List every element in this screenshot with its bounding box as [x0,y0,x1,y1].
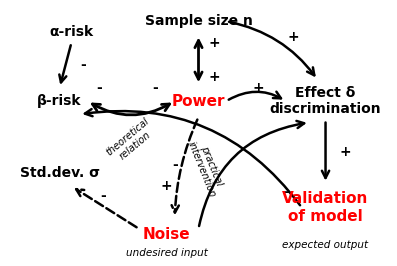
Text: -: - [100,189,106,202]
Text: +: + [208,70,220,84]
Text: theoretical
relation: theoretical relation [104,116,158,166]
Text: +: + [339,145,351,159]
Text: +: + [288,30,300,44]
Text: -: - [96,81,102,95]
Text: α-risk: α-risk [49,25,94,39]
Text: undesired input: undesired input [126,248,208,258]
Text: Validation
of model: Validation of model [282,191,369,224]
Text: Noise: Noise [143,227,191,242]
Text: Power: Power [172,94,225,109]
Text: +: + [252,81,264,95]
Text: Sample size n: Sample size n [145,14,252,28]
Text: +: + [208,36,220,49]
Text: +: + [161,179,173,193]
Text: expected output: expected output [283,240,368,250]
Text: Std.dev. σ: Std.dev. σ [19,166,100,180]
Text: -: - [172,158,177,172]
Text: β-risk: β-risk [37,94,82,108]
Text: Effect δ
discrimination: Effect δ discrimination [270,86,382,116]
Text: -: - [81,58,86,72]
Text: practical
intervention: practical intervention [185,136,227,199]
Text: -: - [283,185,289,198]
Text: -: - [152,81,158,95]
